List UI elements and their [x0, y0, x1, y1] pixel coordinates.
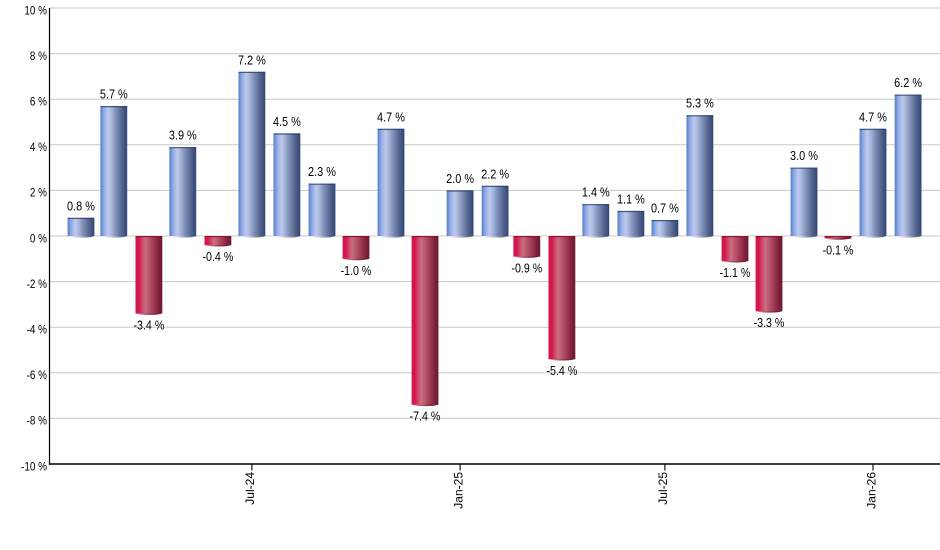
svg-text:1.4 %: 1.4 % [582, 185, 610, 200]
svg-text:-5.4 %: -5.4 % [547, 363, 578, 378]
svg-text:-10 %: -10 % [21, 459, 47, 473]
svg-text:-1.0 %: -1.0 % [341, 263, 372, 278]
svg-text:-3.3 %: -3.3 % [754, 315, 785, 330]
svg-text:0.7 %: 0.7 % [651, 201, 679, 216]
svg-text:3.9 %: 3.9 % [169, 128, 197, 143]
svg-text:-1.1 %: -1.1 % [720, 265, 751, 280]
svg-text:-0.1 %: -0.1 % [823, 242, 854, 257]
svg-text:-7.4 %: -7.4 % [410, 409, 441, 424]
svg-text:-6 %: -6 % [27, 368, 48, 382]
svg-text:-2 %: -2 % [27, 277, 48, 291]
svg-text:0.8 %: 0.8 % [67, 198, 95, 213]
svg-text:4.7 %: 4.7 % [859, 109, 887, 124]
svg-text:Jan-25: Jan-25 [451, 472, 465, 509]
svg-text:Jul-24: Jul-24 [243, 472, 257, 505]
svg-text:2.0 %: 2.0 % [446, 171, 474, 186]
svg-text:7.2 %: 7.2 % [238, 52, 266, 67]
svg-text:Jul-25: Jul-25 [656, 472, 670, 505]
svg-text:4.7 %: 4.7 % [377, 109, 405, 124]
svg-text:2.2 %: 2.2 % [481, 166, 509, 181]
svg-text:6 %: 6 % [30, 95, 47, 109]
svg-text:5.7 %: 5.7 % [100, 87, 128, 102]
svg-text:-3.4 %: -3.4 % [134, 318, 165, 333]
svg-text:2 %: 2 % [30, 186, 47, 200]
svg-text:-4 %: -4 % [27, 323, 48, 337]
svg-text:0 %: 0 % [30, 231, 47, 245]
svg-text:-8 %: -8 % [27, 414, 48, 428]
svg-text:3.0 %: 3.0 % [790, 148, 818, 163]
svg-text:8 %: 8 % [30, 49, 47, 63]
svg-text:6.2 %: 6.2 % [894, 75, 922, 90]
svg-text:1.1 %: 1.1 % [617, 191, 645, 206]
svg-text:4.5 %: 4.5 % [273, 114, 301, 129]
svg-text:2.3 %: 2.3 % [308, 164, 336, 179]
svg-text:5.3 %: 5.3 % [686, 96, 714, 111]
svg-text:-0.9 %: -0.9 % [511, 261, 542, 276]
svg-text:10 %: 10 % [24, 3, 47, 17]
svg-text:4 %: 4 % [30, 140, 47, 154]
svg-text:Jan-26: Jan-26 [864, 472, 878, 509]
svg-text:-0.4 %: -0.4 % [203, 249, 234, 264]
